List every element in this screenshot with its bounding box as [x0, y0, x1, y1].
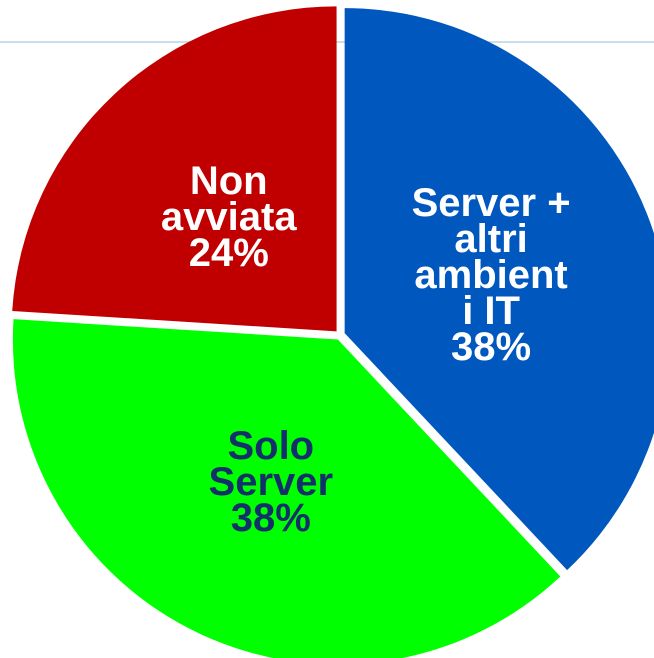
slice-value: 38% [230, 496, 311, 541]
slice-category: Solo Server [208, 424, 334, 505]
pie-slice [12, 319, 561, 658]
slice-category: Non avviata [160, 158, 297, 239]
slice-category: Server + altri ambienti IT [411, 181, 571, 334]
pie-slice [12, 6, 337, 332]
slice-value: 24% [188, 230, 269, 275]
pie-slice [344, 8, 654, 571]
slice-value: 38% [451, 325, 532, 370]
